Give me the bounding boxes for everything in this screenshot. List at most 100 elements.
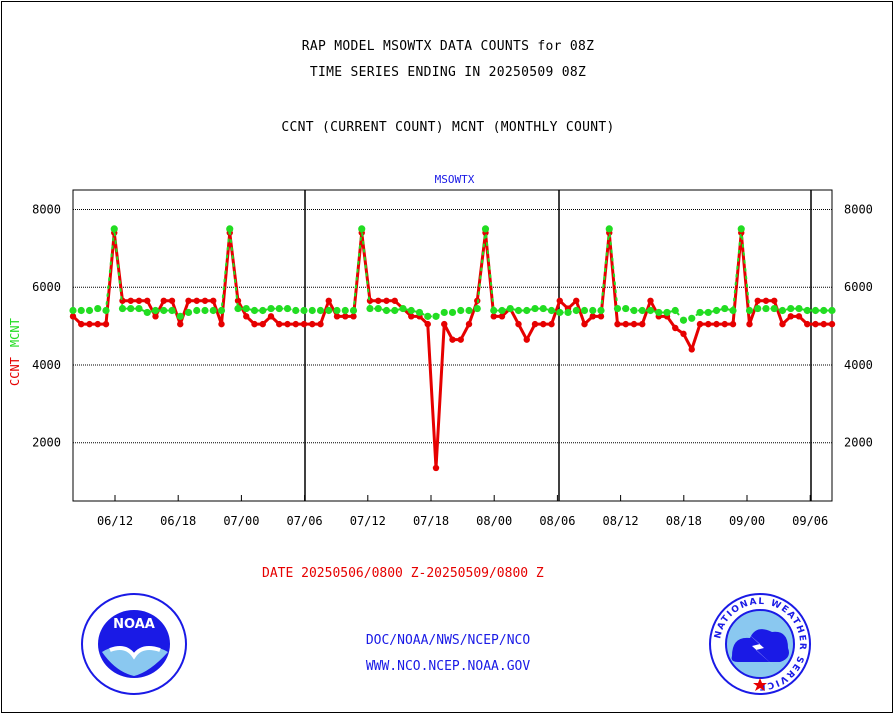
point-ccnt (581, 320, 588, 328)
point-ccnt (193, 297, 200, 304)
point-ccnt (144, 297, 151, 304)
title-line-3: CCNT (CURRENT COUNT) MCNT (MONTHLY COUNT… (281, 120, 615, 135)
nws-logo: NATIONAL WEATHER SERVICE (709, 593, 811, 695)
point-ccnt (210, 297, 217, 304)
point-ccnt (160, 297, 167, 304)
point-mcnt (556, 308, 564, 317)
point-mcnt (69, 306, 77, 315)
point-mcnt (778, 306, 787, 315)
point-ccnt (589, 313, 596, 320)
noaa-logo: NOAA (81, 593, 187, 695)
point-mcnt (820, 306, 828, 315)
point-ccnt (383, 297, 390, 304)
point-mcnt (803, 306, 811, 315)
point-ccnt (185, 297, 192, 304)
point-mcnt (193, 306, 201, 315)
y-tick-label-left: 2000 (32, 436, 61, 450)
y-tick-label-right: 4000 (844, 358, 873, 372)
point-ccnt (573, 297, 580, 304)
point-mcnt (85, 306, 94, 315)
point-ccnt (680, 330, 687, 338)
x-tick-label: 08/00 (476, 514, 512, 528)
y-tick-label-left: 4000 (32, 358, 61, 372)
point-mcnt (696, 308, 704, 317)
point-mcnt (514, 306, 523, 315)
point-mcnt (217, 306, 226, 315)
y-tick-label-right: 2000 (844, 436, 873, 450)
point-mcnt (341, 306, 349, 315)
point-mcnt (424, 312, 432, 320)
point-mcnt (580, 306, 589, 315)
point-ccnt (424, 320, 431, 328)
point-ccnt (705, 320, 712, 328)
point-mcnt (374, 304, 382, 313)
point-ccnt (490, 313, 497, 320)
url-line: WWW.NCO.NCEP.NOAA.GOV (365, 659, 531, 674)
x-tick-label: 08/06 (539, 514, 575, 528)
chart-title: MSOWTX (435, 173, 475, 186)
point-ccnt (86, 320, 93, 328)
point-mcnt (679, 316, 688, 324)
title-line-1: RAP MODEL MSOWTX DATA COUNTS for 08Z (301, 39, 595, 54)
point-ccnt (713, 320, 720, 328)
point-mcnt (94, 304, 102, 313)
point-mcnt (349, 306, 358, 315)
point-mcnt (391, 306, 399, 315)
point-ccnt (292, 320, 299, 328)
point-mcnt (432, 312, 440, 320)
point-ccnt (251, 320, 258, 328)
point-ccnt (342, 313, 349, 320)
point-mcnt (646, 306, 655, 315)
point-mcnt (440, 308, 448, 317)
point-ccnt (531, 320, 539, 328)
x-tick-label: 08/18 (666, 514, 702, 528)
x-tick-label: 06/12 (97, 514, 133, 528)
point-ccnt (457, 336, 464, 343)
point-ccnt (556, 297, 563, 304)
point-mcnt (366, 304, 374, 313)
point-ccnt (729, 320, 737, 328)
point-mcnt (118, 304, 127, 313)
point-ccnt (828, 320, 836, 328)
org-line: DOC/NOAA/NWS/NCEP/NCO (365, 633, 531, 648)
point-mcnt (745, 306, 754, 315)
point-mcnt (209, 306, 217, 315)
y-tick-label-left: 8000 (32, 202, 61, 216)
point-mcnt (721, 304, 729, 313)
point-mcnt (547, 306, 556, 315)
point-ccnt (820, 320, 827, 328)
point-mcnt (638, 306, 646, 315)
point-ccnt (771, 297, 778, 304)
point-mcnt (407, 306, 415, 315)
point-ccnt (515, 320, 522, 328)
point-mcnt (242, 304, 250, 313)
point-mcnt (77, 306, 85, 315)
x-tick-label: 07/00 (223, 514, 259, 528)
point-ccnt (408, 313, 415, 320)
point-ccnt (639, 320, 646, 328)
point-mcnt (762, 304, 770, 313)
point-ccnt (119, 297, 126, 304)
point-ccnt (127, 297, 134, 304)
point-mcnt (325, 306, 333, 315)
point-ccnt (69, 313, 77, 320)
point-mcnt (481, 225, 490, 233)
point-mcnt (754, 304, 762, 313)
point-mcnt (300, 306, 308, 315)
point-mcnt (729, 306, 737, 315)
y-tick-label-right: 6000 (844, 280, 873, 294)
y-axis-label-ccnt: CCNT (8, 357, 22, 386)
point-mcnt (671, 306, 679, 315)
point-ccnt (267, 313, 275, 320)
point-mcnt (531, 304, 539, 313)
x-tick-label: 09/06 (792, 514, 828, 528)
point-mcnt (110, 225, 118, 233)
point-mcnt (143, 308, 151, 317)
point-ccnt (754, 297, 761, 304)
point-ccnt (787, 313, 794, 320)
point-mcnt (316, 306, 325, 315)
point-mcnt (201, 306, 209, 315)
y-tick-label-left: 6000 (32, 280, 61, 294)
point-mcnt (795, 304, 803, 313)
